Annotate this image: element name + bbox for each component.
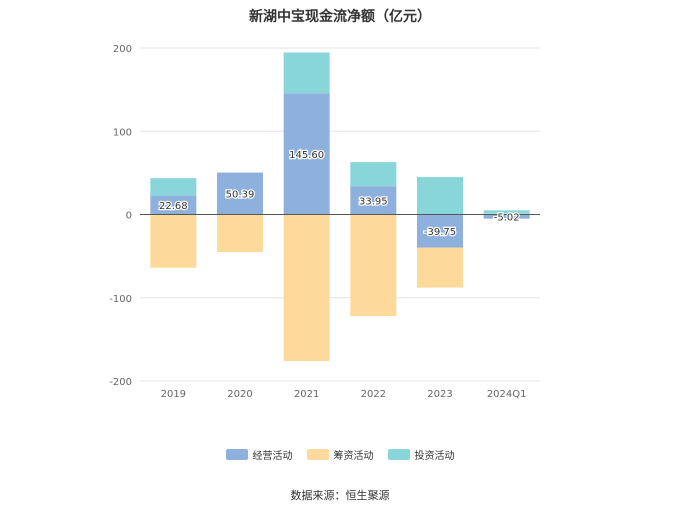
x-tick-label: 2020 [227,389,252,400]
bar-financing [150,214,197,268]
y-tick-label: 100 [113,127,132,138]
legend-swatch [306,449,329,460]
data-label: -5.02 [494,213,520,224]
legend-label: 经营活动 [252,451,293,462]
legend-item[interactable]: 筹资活动 [306,447,374,462]
bar-financing [283,214,330,362]
data-label: -39.75 [424,227,456,238]
bar-financing [217,214,263,252]
bar-investing [483,210,530,214]
y-tick-label: 200 [113,44,132,55]
data-label: 50.39 [226,190,255,201]
bar-investing [283,52,330,94]
bar-operating [150,195,197,215]
legend-swatch [387,449,410,460]
bar-operating [483,214,530,219]
bar-operating [417,214,463,248]
chart-title: 新湖中宝现金流净额（亿元） [249,9,431,25]
x-tick-label: 2021 [294,389,319,400]
data-label: 145.60 [289,150,324,161]
legend-item[interactable]: 投资活动 [387,447,455,462]
data-label: 33.95 [359,196,388,207]
legend-item[interactable]: 经营活动 [225,447,293,462]
y-tick-label: -100 [109,294,132,305]
y-tick-label: -200 [109,377,132,388]
bar-financing [350,214,397,317]
legend-swatch [225,449,248,460]
bar-investing [150,178,197,196]
bar-investing [417,177,463,215]
bar-operating [217,172,263,215]
legend-label: 投资活动 [414,451,455,462]
bar-financing [417,247,463,288]
x-tick-label: 2022 [361,389,386,400]
chart-legend: 经营活动 筹资活动 投资活动 [0,447,680,462]
bar-operating [350,186,397,215]
bar-investing [350,162,397,187]
x-tick-label: 2023 [427,389,452,400]
legend-label: 筹资活动 [333,451,374,462]
y-tick-label: 0 [126,211,132,222]
x-tick-label: 2024Q1 [487,389,527,400]
bar-operating [283,93,330,215]
data-label: 22.68 [159,201,188,212]
source-note: 数据来源：恒生聚源 [290,489,390,502]
x-tick-label: 2019 [161,389,186,400]
